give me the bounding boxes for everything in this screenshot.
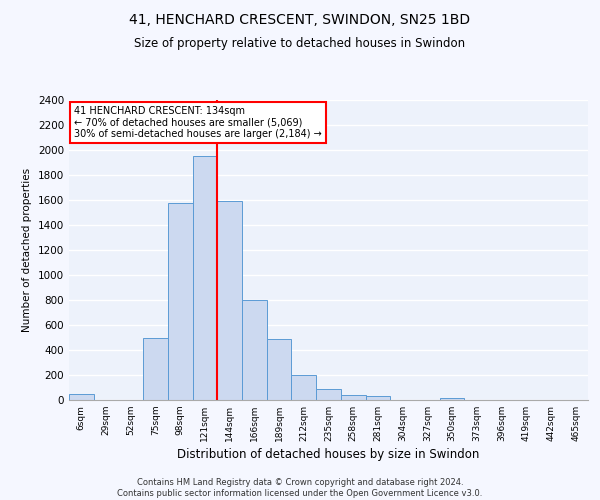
Bar [267,339,292,400]
X-axis label: Distribution of detached houses by size in Swindon: Distribution of detached houses by size … [178,448,479,461]
Bar [143,338,168,400]
Bar [242,300,267,400]
Bar [341,395,365,400]
Text: 41, HENCHARD CRESCENT, SWINDON, SN25 1BD: 41, HENCHARD CRESCENT, SWINDON, SN25 1BD [130,12,470,26]
Bar [292,375,316,400]
Bar [168,202,193,400]
Bar [316,389,341,400]
Text: Size of property relative to detached houses in Swindon: Size of property relative to detached ho… [134,38,466,51]
Bar [69,394,94,400]
Y-axis label: Number of detached properties: Number of detached properties [22,168,32,332]
Bar [217,201,242,400]
Bar [440,398,464,400]
Text: Contains HM Land Registry data © Crown copyright and database right 2024.
Contai: Contains HM Land Registry data © Crown c… [118,478,482,498]
Bar [193,156,217,400]
Text: 41 HENCHARD CRESCENT: 134sqm
← 70% of detached houses are smaller (5,069)
30% of: 41 HENCHARD CRESCENT: 134sqm ← 70% of de… [74,106,322,139]
Bar [365,396,390,400]
